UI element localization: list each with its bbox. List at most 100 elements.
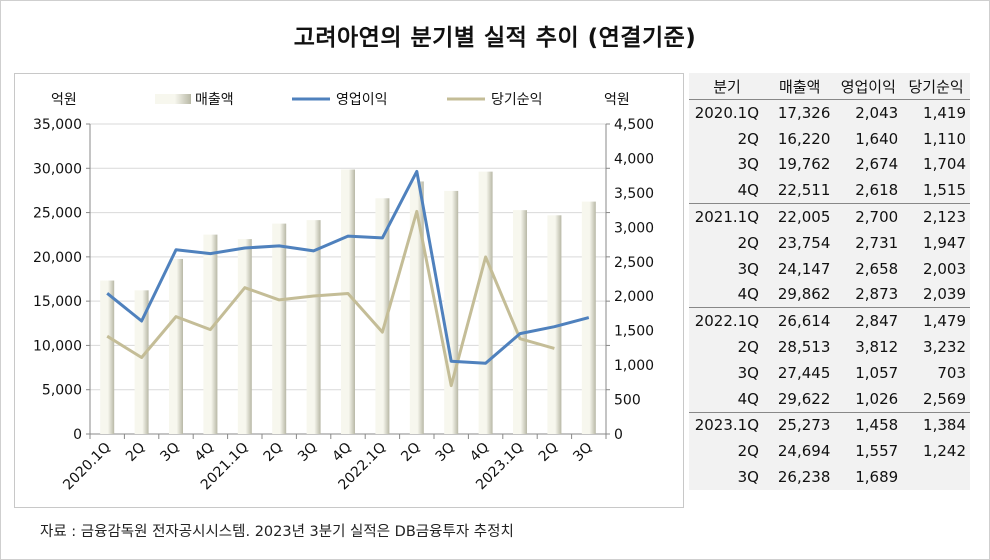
table-value-cell: 17,326 (777, 103, 831, 122)
table-value-cell: 2,123 (902, 203, 970, 230)
table-value-cell: 23,754 (777, 233, 831, 252)
table-value-cell: 1,110 (923, 129, 966, 148)
table-value-cell: 1,384 (902, 411, 970, 439)
data-table-panel: 분기 매출액 영업이익 당기순익 2020.1Q 17,326 2,043 1,419 2Q 1… (689, 73, 970, 490)
table-row: 2022.1Q 26,614 2,847 1,479 (689, 307, 970, 335)
table-quarter-cell: 2Q (737, 233, 759, 252)
revenue-bar (513, 210, 527, 434)
table-value-cell: 703 (937, 363, 966, 382)
table-row: 2021.1Q 22,005 2,700 2,123 (689, 203, 970, 230)
table-row: 3Q 24,147 2,658 2,003 (689, 256, 970, 282)
table-value-cell: 2,569 (923, 389, 966, 408)
right-tick-label: 4,000 (614, 151, 654, 167)
table-value-cell: 2,618 (855, 181, 899, 200)
table-value-cell: 1,057 (855, 363, 899, 382)
net-income-line (106, 209, 555, 388)
revenue-bar (237, 239, 252, 434)
table-value-cell: 2,700 (834, 203, 903, 230)
right-tick-label: 2,000 (614, 289, 654, 305)
table-value-cell: 1,515 (923, 181, 966, 200)
left-tick-label: 20,000 (33, 250, 82, 266)
table-quarter-cell: 4Q (737, 181, 759, 200)
table-value-cell: 2,043 (855, 103, 899, 122)
data-table: 분기 매출액 영업이익 당기순익 2020.1Q 17,326 2,043 1,419 2Q 1… (689, 73, 970, 490)
revenue-bar (478, 171, 493, 434)
table-quarter-cell: 2022.1Q (689, 307, 765, 335)
table-value-cell: 1,640 (855, 129, 899, 148)
table-value-cell: 26,614 (765, 307, 835, 335)
left-tick-label: 0 (73, 427, 82, 443)
table-value-cell: 19,762 (777, 155, 831, 174)
left-tick-label: 25,000 (33, 206, 82, 222)
x-tick-label: 2020.1Q (60, 440, 114, 494)
revenue-bar (203, 234, 218, 434)
table-value-cell: 2,039 (923, 285, 966, 304)
x-tick-label: 3Q (295, 440, 320, 465)
left-tick-label: 15,000 (33, 294, 82, 310)
table-value-cell: 2,847 (834, 307, 903, 335)
table-header-cell: 당기순익 (902, 73, 970, 100)
x-tick-label: 3Q (570, 440, 595, 465)
table-value-cell: 1,557 (855, 442, 899, 461)
x-tick-label: 3Q (157, 440, 182, 465)
table-value-cell: 25,273 (765, 411, 835, 439)
right-tick-label: 3,500 (614, 186, 654, 202)
x-tick-label: 4Q (192, 440, 217, 465)
table-quarter-cell: 3Q (737, 468, 759, 487)
table-header-cell: 매출액 (765, 73, 835, 100)
table-value-cell: 28,513 (777, 338, 831, 357)
table-header-row: 분기 매출액 영업이익 당기순익 (689, 73, 970, 100)
table-value-cell: 22,005 (765, 203, 835, 230)
left-tick-label: 30,000 (33, 161, 82, 177)
table-value-cell: 1,419 (923, 103, 966, 122)
revenue-bar (272, 223, 287, 434)
page-title: 고려아연의 분기별 실적 추이 (연결기준) (293, 25, 697, 51)
table-quarter-cell: 2023.1Q (689, 411, 765, 439)
table-row: 2023.1Q 25,273 1,458 1,384 (689, 411, 970, 439)
table-value-cell: 3,812 (855, 338, 899, 357)
table-value-cell: 2,658 (855, 259, 899, 278)
table-header-cell: 분기 (689, 73, 765, 100)
table-value-cell: 3,232 (923, 338, 966, 357)
revenue-bar (375, 198, 390, 434)
combo-chart: 0 5,000 10,000 15,000 20,000 25,000 30,000 35,0… (33, 92, 654, 494)
table-row: 4Q 29,862 2,873 2,039 (689, 282, 970, 308)
table-value-cell: 29,862 (777, 285, 831, 304)
table-value-cell: 26,238 (777, 468, 831, 487)
table-value-cell: 1,479 (902, 307, 970, 335)
table-row: 2Q 28,513 3,812 3,232 (689, 334, 970, 360)
table-row: 2020.1Q 17,326 2,043 1,419 (689, 100, 970, 126)
right-tick-label: 3,000 (614, 220, 654, 236)
table-value-cell: 2,003 (923, 259, 966, 278)
right-tick-label: 4,500 (614, 117, 654, 133)
table-value-cell: 1,689 (855, 468, 899, 487)
x-tick-label: 3Q (433, 440, 458, 465)
revenue-bar (547, 215, 562, 434)
legend-label: 매출액 (195, 92, 234, 108)
table-value-cell: 1,026 (855, 389, 899, 408)
operating-profit-line (106, 169, 590, 365)
legend-label: 당기순익 (491, 92, 543, 108)
left-tick-label: 10,000 (33, 338, 82, 354)
x-tick-label: 2Q (261, 440, 286, 465)
revenue-bar (409, 181, 424, 434)
x-tick-label: 4Q (467, 440, 492, 465)
table-value-cell: 1,704 (923, 155, 966, 174)
table-quarter-cell: 2020.1Q (694, 103, 759, 122)
table-header-cell: 영업이익 (834, 73, 903, 100)
left-tick-label: 5,000 (42, 383, 82, 399)
source-note: 자료 : 금융감독원 전자공시시스템. 2023년 3분기 실적은 DB금융투자… (40, 524, 514, 540)
left-axis-unit: 억원 (51, 92, 77, 108)
x-tick-label: 2Q (398, 440, 423, 465)
x-tick-label: 4Q (329, 440, 354, 465)
table-value-cell: 24,147 (777, 259, 831, 278)
table-value-cell: 16,220 (777, 129, 831, 148)
legend-label: 영업이익 (336, 92, 388, 108)
right-axis-unit: 억원 (604, 92, 630, 108)
x-tick-label: 2Q (536, 440, 561, 465)
table-row: 3Q 27,445 1,057 703 (689, 360, 970, 386)
legend-swatch-revenue (155, 94, 191, 104)
table-row: 3Q 26,238 1,689 (689, 464, 970, 490)
table-quarter-cell: 2Q (737, 129, 759, 148)
table-value-cell: 27,445 (777, 363, 831, 382)
